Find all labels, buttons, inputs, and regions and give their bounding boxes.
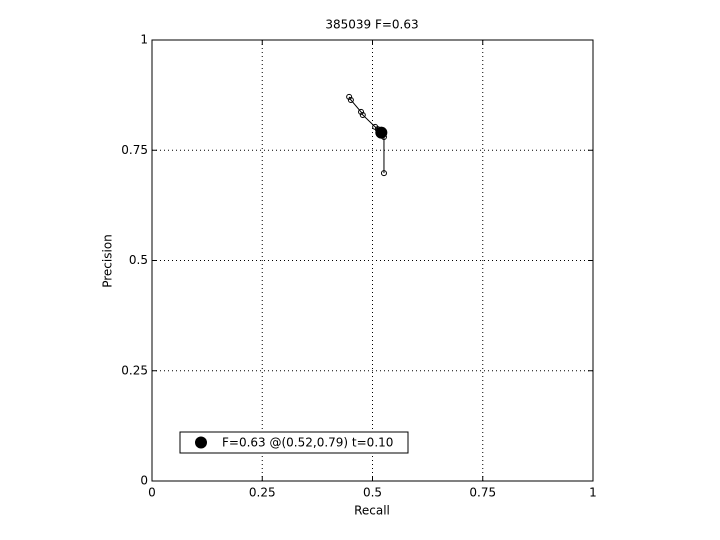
y-tick-label: 0: [140, 474, 148, 488]
chart-title: 385039 F=0.63: [325, 18, 418, 32]
legend-box: [179, 431, 409, 454]
x-tick-label: 0.75: [469, 486, 496, 500]
y-tick-label: 0.75: [121, 143, 148, 157]
y-axis-label: Precision: [101, 234, 115, 288]
legend-marker: [195, 436, 207, 449]
y-tick-label: 1: [140, 33, 148, 47]
y-tick-label: 0.5: [129, 253, 148, 267]
y-tick-label: 0.25: [121, 363, 148, 377]
x-axis-label: Recall: [354, 504, 390, 518]
best-point: [375, 126, 388, 139]
point: [380, 170, 387, 177]
legend-label: F=0.63 @(0.52,0.79) t=0.10: [222, 436, 393, 450]
point: [347, 96, 354, 103]
x-tick-label: 0.25: [249, 486, 276, 500]
x-tick-label: 0: [148, 486, 156, 500]
x-tick-label: 0.5: [363, 486, 382, 500]
point: [346, 93, 353, 100]
point: [358, 108, 365, 115]
x-tick-label: 1: [589, 486, 597, 500]
point: [359, 111, 366, 118]
plot-frame: [151, 39, 594, 482]
